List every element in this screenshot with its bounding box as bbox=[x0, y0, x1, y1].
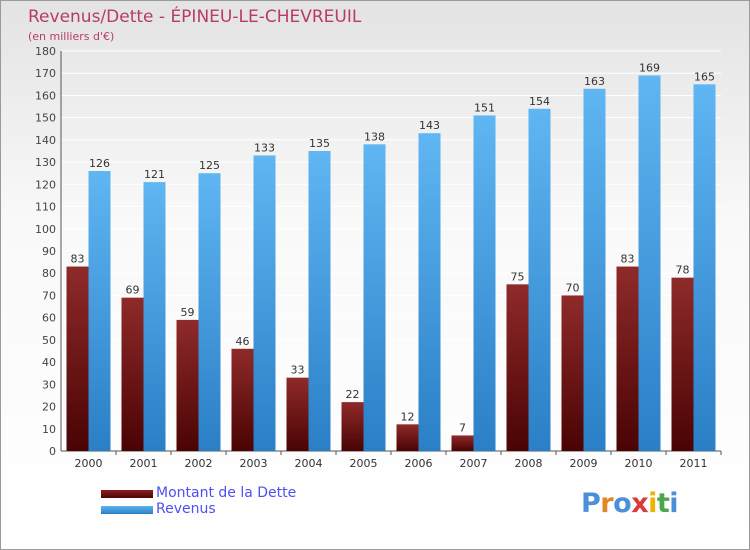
data-label-revenus: 143 bbox=[419, 119, 440, 132]
logo-letter: P bbox=[581, 488, 601, 519]
y-tick-label: 50 bbox=[42, 334, 56, 347]
y-tick-label: 100 bbox=[35, 223, 56, 236]
bar-dette bbox=[286, 377, 309, 451]
data-label-dette: 83 bbox=[621, 253, 635, 266]
y-tick-label: 60 bbox=[42, 312, 56, 325]
logo-letter: x bbox=[631, 488, 649, 519]
bar-chart: 0 10 20 30 40 50 60 70 80 90 100 110 120 130 140 150 160… bbox=[35, 45, 722, 470]
bar-dette bbox=[231, 348, 254, 451]
proxiti-logo: Proxiti bbox=[581, 488, 679, 519]
y-tick-label: 110 bbox=[35, 201, 56, 214]
data-label-dette: 78 bbox=[676, 264, 690, 277]
legend-label-revenus: Revenus bbox=[156, 501, 216, 517]
y-tick-label: 20 bbox=[42, 401, 56, 414]
bar-revenus bbox=[583, 88, 606, 452]
data-label-dette: 22 bbox=[346, 388, 360, 401]
bar-dette bbox=[616, 266, 639, 451]
x-tick-label: 2008 bbox=[515, 457, 543, 470]
data-label-revenus: 135 bbox=[309, 137, 330, 150]
data-label-revenus: 126 bbox=[89, 157, 110, 170]
bar-dette bbox=[671, 277, 694, 451]
bar-dette bbox=[176, 319, 199, 451]
x-tick-label: 2011 bbox=[680, 457, 708, 470]
bar-revenus bbox=[528, 108, 551, 452]
y-tick-label: 40 bbox=[42, 356, 56, 369]
bar-revenus bbox=[253, 155, 276, 451]
bar-revenus bbox=[693, 84, 716, 451]
logo-letter: i bbox=[648, 488, 657, 519]
data-label-revenus: 169 bbox=[639, 61, 660, 74]
data-label-dette: 70 bbox=[566, 281, 580, 294]
logo-letter: o bbox=[613, 488, 632, 519]
y-tick-label: 120 bbox=[35, 178, 56, 191]
data-label-revenus: 154 bbox=[529, 95, 550, 108]
y-tick-label: 30 bbox=[42, 378, 56, 391]
y-tick-label: 130 bbox=[35, 156, 56, 169]
y-tick-label: 140 bbox=[35, 134, 56, 147]
logo-letter: r bbox=[600, 488, 614, 519]
logo-letter: i bbox=[669, 488, 679, 519]
bar-dette bbox=[341, 402, 364, 451]
y-tick-label: 180 bbox=[35, 45, 56, 58]
legend-swatch-dette bbox=[101, 490, 153, 498]
x-tick-label: 2001 bbox=[130, 457, 158, 470]
x-tick-label: 2007 bbox=[460, 457, 488, 470]
bar-dette bbox=[561, 295, 584, 451]
data-label-dette: 69 bbox=[126, 284, 140, 297]
y-tick-label: 10 bbox=[42, 423, 56, 436]
y-tick-label: 70 bbox=[42, 289, 56, 302]
data-label-revenus: 165 bbox=[694, 70, 715, 83]
y-tick-label: 80 bbox=[42, 267, 56, 280]
data-label-dette: 75 bbox=[511, 270, 525, 283]
x-tick-label: 2010 bbox=[625, 457, 653, 470]
data-label-dette: 33 bbox=[291, 364, 305, 377]
x-tick-label: 2009 bbox=[570, 457, 598, 470]
x-tick-label: 2005 bbox=[350, 457, 378, 470]
bar-revenus bbox=[308, 151, 331, 451]
logo-letter: t bbox=[656, 488, 670, 519]
x-tick-label: 2004 bbox=[295, 457, 323, 470]
data-label-revenus: 138 bbox=[364, 130, 385, 143]
data-label-revenus: 121 bbox=[144, 168, 165, 181]
bar-revenus bbox=[198, 173, 221, 451]
bar-dette bbox=[506, 284, 529, 451]
x-tick-label: 2000 bbox=[75, 457, 103, 470]
bar-revenus bbox=[363, 144, 386, 452]
data-label-revenus: 125 bbox=[199, 159, 220, 172]
data-label-revenus: 163 bbox=[584, 75, 605, 88]
data-label-dette: 7 bbox=[459, 421, 466, 434]
data-label-revenus: 151 bbox=[474, 101, 495, 114]
bar-dette bbox=[396, 424, 419, 451]
x-tick-label: 2002 bbox=[185, 457, 213, 470]
y-tick-label: 170 bbox=[35, 67, 56, 80]
bar-revenus bbox=[88, 171, 111, 451]
legend-swatch-revenus bbox=[101, 506, 153, 514]
y-tick-label: 160 bbox=[35, 89, 56, 102]
data-label-dette: 12 bbox=[401, 410, 415, 423]
bar-dette bbox=[121, 297, 144, 451]
x-tick-label: 2003 bbox=[240, 457, 268, 470]
data-label-dette: 83 bbox=[71, 253, 85, 266]
y-tick-label: 150 bbox=[35, 112, 56, 125]
bar-revenus bbox=[638, 75, 661, 451]
legend-label-dette: Montant de la Dette bbox=[156, 485, 297, 501]
y-tick-label: 90 bbox=[42, 245, 56, 258]
bar-revenus bbox=[418, 133, 441, 451]
x-tick-label: 2006 bbox=[405, 457, 433, 470]
bar-revenus bbox=[143, 182, 166, 451]
data-label-revenus: 133 bbox=[254, 141, 275, 154]
bar-dette bbox=[451, 435, 474, 451]
bar-dette bbox=[66, 266, 89, 451]
data-label-dette: 46 bbox=[236, 335, 250, 348]
y-tick-label: 0 bbox=[49, 445, 56, 458]
chart-subtitle: (en milliers d'€) bbox=[28, 30, 115, 43]
data-label-dette: 59 bbox=[181, 306, 195, 319]
chart-title: Revenus/Dette - ÉPINEU-LE-CHEVREUIL bbox=[28, 7, 362, 27]
bar-revenus bbox=[473, 115, 496, 451]
